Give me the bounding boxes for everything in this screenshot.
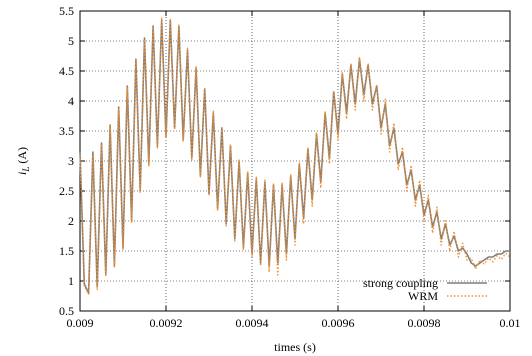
series-line-strong-coupling [80, 20, 510, 293]
y-tick-label: 2 [68, 214, 74, 228]
x-tick-label: 0.0098 [408, 316, 441, 330]
x-tick-label: 0.01 [500, 316, 521, 330]
y-tick-label: 4.5 [59, 64, 74, 78]
y-tick-label: 1.5 [59, 244, 74, 258]
series-layer [80, 18, 510, 294]
y-tick-label: 4 [68, 94, 74, 108]
y-axis-label: iL(A) [15, 147, 31, 175]
x-tick-label: 0.009 [67, 316, 94, 330]
y-tick-label: 2.5 [59, 184, 74, 198]
x-tick-label: 0.0092 [150, 316, 183, 330]
x-tick-label: 0.0096 [322, 316, 355, 330]
y-tick-label: 5 [68, 34, 74, 48]
y-tick-label: 3.5 [59, 124, 74, 138]
legend-label: WRM [408, 289, 438, 303]
y-axis-label-sub: L [21, 167, 31, 173]
y-axis-label-unit: (A) [15, 147, 29, 164]
y-tick-label: 1 [68, 274, 74, 288]
y-tick-label: 5.5 [59, 4, 74, 18]
x-axis-label: times (s) [274, 340, 316, 354]
y-tick-label: 0.5 [59, 304, 74, 318]
y-tick-label: 3 [68, 154, 74, 168]
legend-label: strong coupling [363, 276, 438, 290]
x-tick-label: 0.0094 [236, 316, 269, 330]
